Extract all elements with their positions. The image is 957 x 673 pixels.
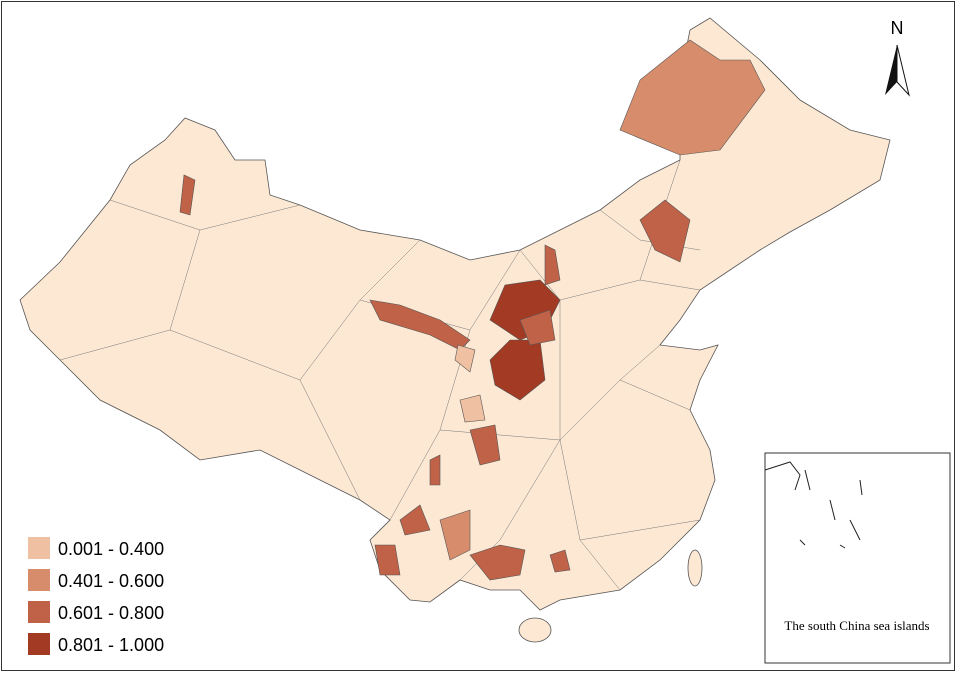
legend-label: 0.401 - 0.600 [58, 571, 164, 591]
region [489, 339, 546, 401]
region [519, 309, 556, 346]
legend-swatch [28, 601, 50, 623]
region [469, 544, 526, 581]
arrow-left [885, 45, 897, 95]
north-label: N [891, 18, 904, 38]
highlighted-regions [179, 39, 766, 581]
region [454, 344, 476, 373]
region [459, 394, 486, 423]
legend: 0.001 - 0.400 0.401 - 0.600 0.601 - 0.800 0… [28, 537, 164, 655]
region [619, 39, 766, 156]
legend-label: 0.801 - 1.000 [58, 635, 164, 655]
arrow-right [896, 44, 910, 97]
region [374, 544, 401, 576]
country-outline [19, 17, 891, 643]
legend-label: 0.601 - 0.800 [58, 603, 164, 623]
legend-swatch [28, 633, 50, 655]
inset-islands [764, 461, 863, 549]
region [544, 244, 561, 286]
region [399, 504, 431, 536]
inset-caption: The south China sea islands [784, 618, 929, 633]
legend-swatch [28, 537, 50, 559]
region [439, 509, 471, 561]
region [639, 199, 691, 263]
region [549, 549, 571, 573]
region [369, 299, 471, 351]
north-arrow: N [885, 18, 910, 97]
inset: The south China sea islands [764, 452, 951, 664]
legend-swatch [28, 569, 50, 591]
region [469, 424, 501, 466]
region [179, 174, 196, 216]
region [429, 454, 441, 486]
legend-label: 0.001 - 0.400 [58, 539, 164, 559]
